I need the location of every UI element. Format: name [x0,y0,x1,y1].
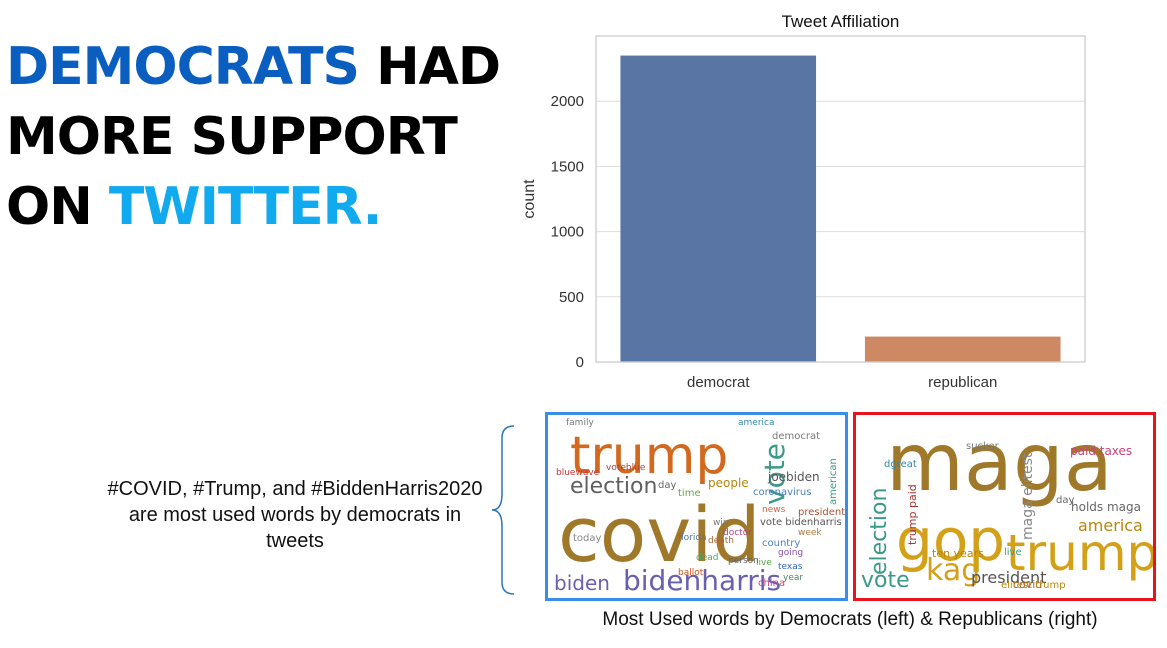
word-people: people [708,476,749,490]
x-tick-label-republican: republican [928,374,997,391]
word-joebiden: joebiden [767,470,820,484]
word-vote-bidenharris: vote bidenharris [760,517,842,528]
y-tick-label-3: 1500 [551,158,584,175]
word-president: president [798,507,845,518]
word-sucker: sucker [966,441,1000,452]
word-ten-years: ten years [932,547,984,560]
wordcloud-caption: Most Used words by Democrats (left) & Re… [602,609,1098,630]
word-news: news [762,505,786,515]
word-bluewave: bluewave [556,468,600,478]
headline-middle: HAD MORE SUPPORT ON [6,37,501,237]
word-election: election [570,474,657,499]
word-day: day [1056,495,1074,506]
word-death: death [708,536,734,546]
word-covid: covid [1013,578,1042,591]
y-axis-label: count [521,179,538,219]
headline: DEMOCRATS HAD MORE SUPPORT ON TWITTER. [6,32,526,242]
y-tick-label-1: 500 [559,289,584,306]
word-democrat: democrat [772,431,820,442]
word-vote: vote [861,568,910,593]
y-tick-label-2: 1000 [551,224,584,241]
word-win: win [713,518,729,528]
y-tick-label-4: 2000 [551,93,584,110]
word-china: china [758,578,785,589]
word-america: america [738,418,774,428]
y-tick-label-0: 0 [576,354,584,371]
headline-twitter: TWITTER. [108,177,383,237]
word-dead: dead [696,553,718,563]
word-week: week [798,528,822,538]
democrat-words-note: #COVID, #Trump, and #BiddenHarris2020 ar… [107,478,483,552]
headline-democrats: DEMOCRATS [6,37,360,97]
word-voteblue: voteblue [606,463,646,473]
x-tick-label-democrat: democrat [687,374,750,391]
word-covid: covid [558,490,761,579]
word-live: live [756,558,772,568]
word-america: america [1078,516,1143,535]
democrat-wordcloud: trump covid bidenharris election vote biden pe… [545,412,848,601]
word-gop: gop [896,506,1005,574]
bar-democrat [620,55,817,363]
word-live: live [1004,547,1022,558]
word-dgreat: dgreat [884,459,917,470]
word-ballot: ballot [678,568,704,578]
word-year: year [783,573,803,583]
word-trump-paid: trump paid [906,484,919,545]
word-trump: trump [570,426,728,486]
word-elitest-trump: elitest trump [1001,580,1066,591]
word-family: family [566,418,594,428]
word-florida: florida [678,533,707,543]
word-kag: kag [926,553,980,588]
plot-frame [595,35,1086,363]
word-bidenharris: bidenharris [623,564,781,597]
word-american: american [828,458,839,505]
republican-wordcloud: maga gop trump kag vote election president amer… [853,412,1156,601]
chart-title: Tweet Affiliation [782,12,900,31]
word-country: country [762,538,800,549]
bar-republican [864,336,1061,362]
word-doctor: doctor [723,528,752,538]
bar-chart-svg: 0 500 1000 1500 2000 democrat republican Tweet … [521,12,1086,391]
word-biden: biden [554,571,610,595]
word-coronavirus: coronavirus [753,487,811,498]
word-today: today [573,533,602,544]
word-maga: maga [886,416,1113,509]
word-paid-taxes: paid taxes [1070,444,1132,458]
word-person: person [728,556,759,566]
word-maga-elitest: maga elitest [1020,452,1036,540]
word-president: president [971,568,1046,587]
word-holds-maga: holds maga [1071,500,1141,514]
word-election: election [867,488,892,575]
word-time: time [678,488,701,499]
curly-brace [491,425,515,595]
word-vote: vote [758,443,791,505]
word-texas: texas [778,562,803,572]
word-going: going [778,548,803,558]
word-day: day [658,480,676,491]
tweet-affiliation-chart: 0 500 1000 1500 2000 democrat republican Tweet … [500,0,1120,400]
word-trump: trump [1006,524,1153,582]
